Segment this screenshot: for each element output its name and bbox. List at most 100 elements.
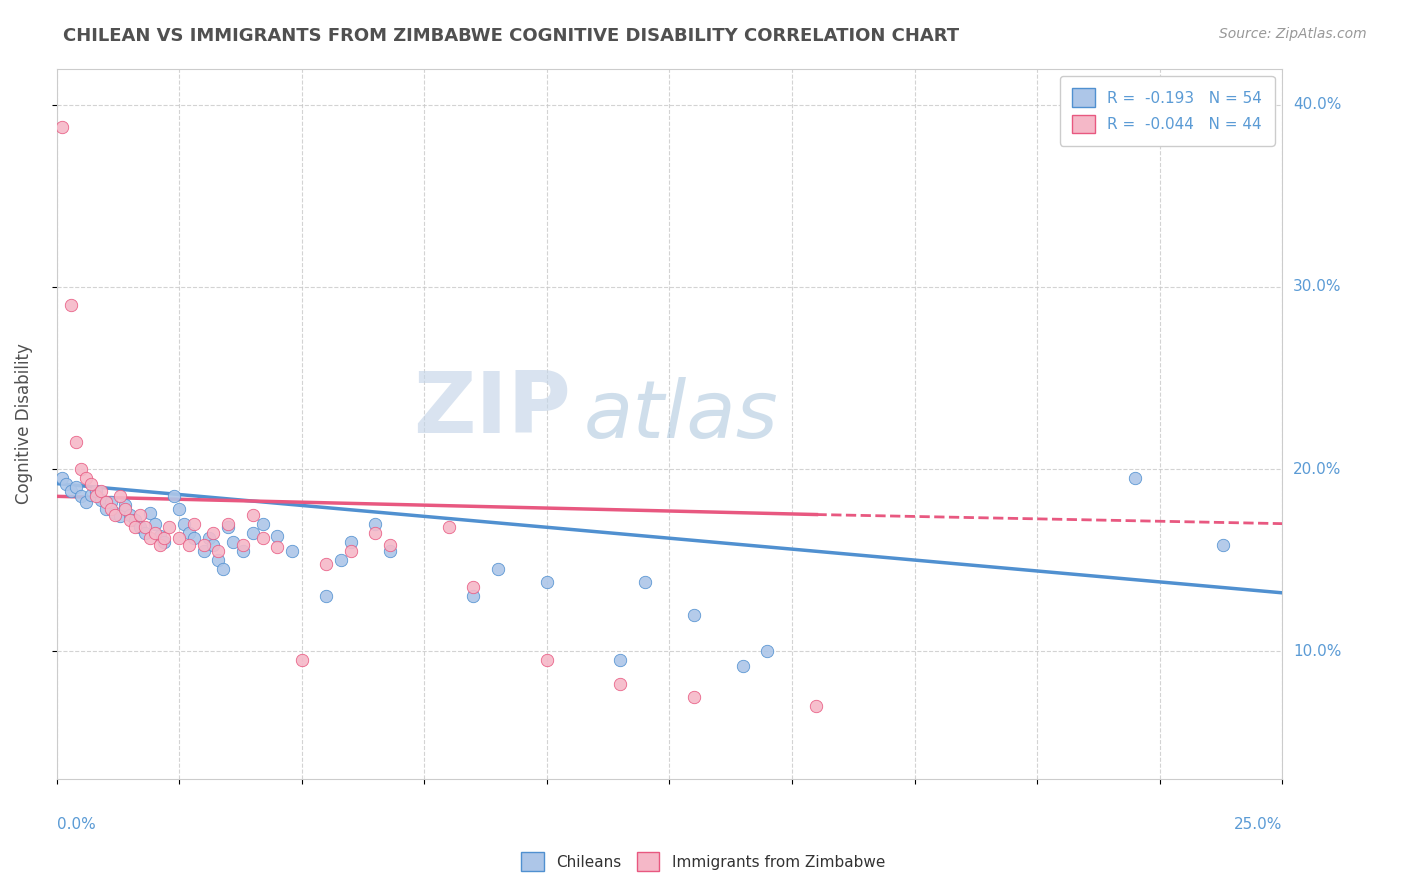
Point	[104, 508, 127, 522]
Point	[197, 531, 219, 545]
Point	[207, 544, 229, 558]
Point	[84, 489, 107, 503]
Point	[193, 544, 215, 558]
Point	[339, 544, 361, 558]
Point	[217, 516, 239, 531]
Point	[60, 483, 83, 498]
Point	[167, 531, 190, 545]
Point	[232, 544, 254, 558]
Point	[683, 607, 706, 622]
Point	[536, 574, 558, 589]
Point	[217, 520, 239, 534]
Point	[731, 658, 754, 673]
Point	[242, 508, 264, 522]
Point	[183, 531, 205, 545]
Point	[100, 495, 122, 509]
Point	[153, 534, 176, 549]
Point	[65, 480, 87, 494]
Point	[202, 539, 225, 553]
Point	[65, 434, 87, 449]
Point	[609, 677, 631, 691]
Point	[100, 502, 122, 516]
Point	[120, 508, 142, 522]
Text: CHILEAN VS IMMIGRANTS FROM ZIMBABWE COGNITIVE DISABILITY CORRELATION CHART: CHILEAN VS IMMIGRANTS FROM ZIMBABWE COGN…	[63, 27, 959, 45]
Point	[167, 502, 190, 516]
Point	[134, 525, 156, 540]
Legend: R =  -0.193   N = 54, R =  -0.044   N = 44: R = -0.193 N = 54, R = -0.044 N = 44	[1060, 76, 1275, 145]
Point	[329, 553, 352, 567]
Point	[536, 653, 558, 667]
Point	[486, 562, 509, 576]
Point	[173, 516, 195, 531]
Point	[55, 476, 77, 491]
Point	[94, 495, 117, 509]
Point	[143, 525, 166, 540]
Point	[222, 534, 245, 549]
Point	[114, 499, 136, 513]
Point	[70, 489, 93, 503]
Point	[378, 539, 401, 553]
Point	[183, 516, 205, 531]
Point	[139, 531, 162, 545]
Point	[163, 489, 186, 503]
Text: atlas: atlas	[583, 377, 779, 456]
Text: 0.0%: 0.0%	[56, 817, 96, 832]
Point	[1212, 539, 1234, 553]
Point	[134, 520, 156, 534]
Point	[51, 471, 73, 485]
Point	[124, 513, 146, 527]
Point	[806, 698, 828, 713]
Text: 40.0%: 40.0%	[1294, 97, 1341, 112]
Point	[193, 539, 215, 553]
Point	[80, 476, 103, 491]
Point	[94, 502, 117, 516]
Text: 20.0%: 20.0%	[1294, 461, 1341, 476]
Point	[202, 525, 225, 540]
Point	[90, 493, 112, 508]
Point	[120, 513, 142, 527]
Point	[75, 495, 97, 509]
Point	[242, 525, 264, 540]
Point	[1123, 471, 1146, 485]
Y-axis label: Cognitive Disability: Cognitive Disability	[15, 343, 32, 504]
Point	[266, 541, 288, 555]
Point	[129, 520, 152, 534]
Point	[756, 644, 779, 658]
Point	[80, 487, 103, 501]
Point	[139, 506, 162, 520]
Text: ZIP: ZIP	[413, 368, 571, 450]
Point	[266, 529, 288, 543]
Point	[315, 557, 337, 571]
Point	[463, 590, 485, 604]
Text: 30.0%: 30.0%	[1294, 279, 1341, 294]
Point	[143, 516, 166, 531]
Point	[177, 525, 200, 540]
Text: 25.0%: 25.0%	[1234, 817, 1282, 832]
Point	[148, 529, 170, 543]
Point	[157, 520, 180, 534]
Point	[252, 531, 274, 545]
Point	[252, 516, 274, 531]
Point	[364, 525, 387, 540]
Point	[364, 516, 387, 531]
Point	[609, 653, 631, 667]
Point	[90, 483, 112, 498]
Legend: Chileans, Immigrants from Zimbabwe: Chileans, Immigrants from Zimbabwe	[515, 847, 891, 877]
Point	[281, 544, 304, 558]
Text: Source: ZipAtlas.com: Source: ZipAtlas.com	[1219, 27, 1367, 41]
Point	[378, 544, 401, 558]
Point	[683, 690, 706, 704]
Point	[232, 539, 254, 553]
Point	[51, 120, 73, 134]
Point	[463, 580, 485, 594]
Point	[110, 509, 132, 524]
Point	[104, 506, 127, 520]
Point	[148, 539, 170, 553]
Point	[339, 534, 361, 549]
Point	[75, 471, 97, 485]
Point	[437, 520, 460, 534]
Point	[70, 462, 93, 476]
Text: 10.0%: 10.0%	[1294, 643, 1341, 658]
Point	[60, 298, 83, 312]
Point	[634, 574, 657, 589]
